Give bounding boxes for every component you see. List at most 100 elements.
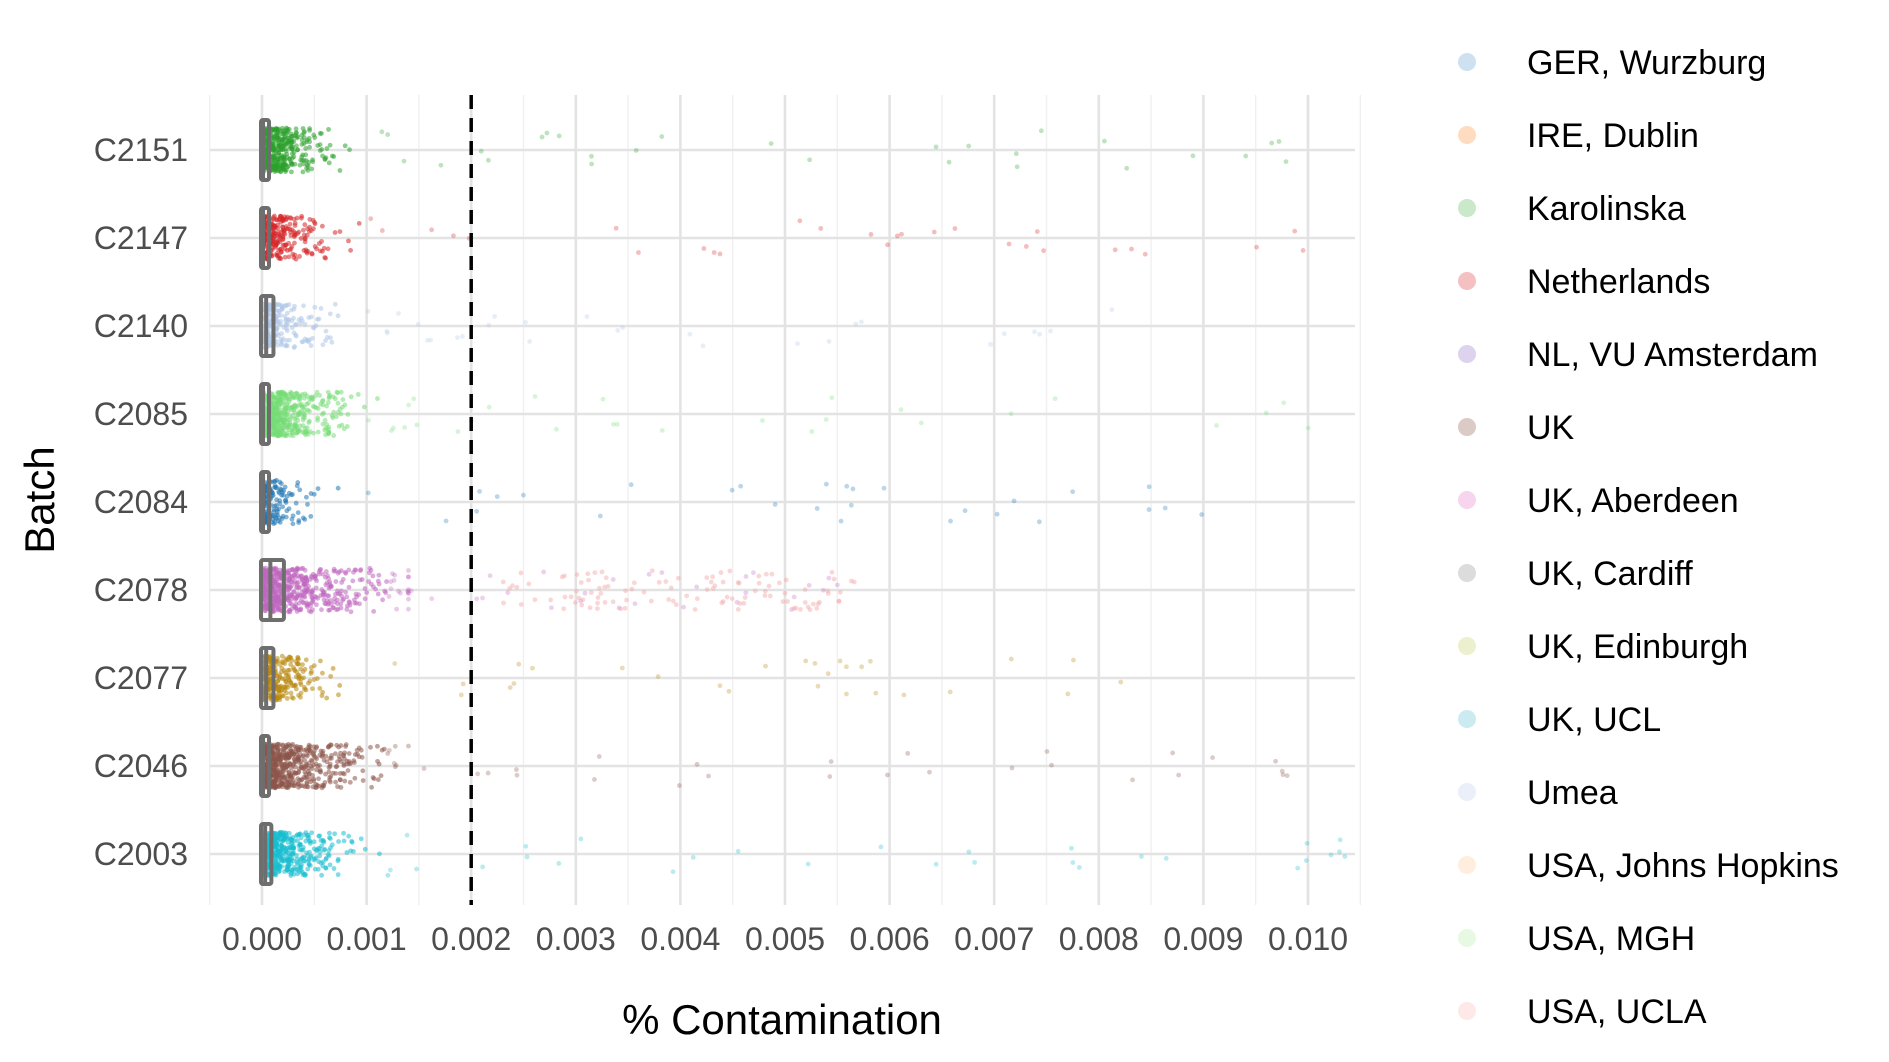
point-C2085 bbox=[295, 428, 301, 434]
point-C2140 bbox=[428, 337, 434, 343]
point-C2078 bbox=[323, 582, 329, 588]
point-C2147 bbox=[297, 254, 302, 259]
point-C2003 bbox=[326, 848, 332, 853]
point-C2151 bbox=[1013, 151, 1019, 157]
point-C2151 bbox=[589, 161, 594, 167]
point-C2085 bbox=[1214, 423, 1219, 428]
point-C2077 bbox=[460, 681, 466, 687]
point-C2084 bbox=[283, 498, 289, 504]
point-C2085 bbox=[306, 420, 312, 425]
point-C2077 bbox=[844, 691, 849, 697]
point-C2077 bbox=[279, 653, 285, 659]
point-C2003 bbox=[341, 838, 347, 844]
y-tick-label: C2085 bbox=[94, 396, 188, 432]
point-C2046 bbox=[392, 743, 398, 749]
point-C2078 bbox=[321, 589, 327, 595]
point-C2046 bbox=[301, 747, 307, 753]
point-C2078 bbox=[308, 609, 314, 615]
point-C2077 bbox=[812, 661, 818, 666]
point-C2140 bbox=[1001, 331, 1007, 337]
legend-label: UK, UCL bbox=[1527, 701, 1661, 739]
point-C2078-ucla bbox=[576, 595, 582, 601]
point-C2151 bbox=[272, 162, 278, 168]
point-C2078 bbox=[298, 606, 304, 612]
point-C2151 bbox=[285, 164, 290, 170]
point-C2078 bbox=[505, 590, 511, 596]
point-C2077 bbox=[320, 689, 326, 695]
point-C2085 bbox=[898, 407, 904, 413]
point-C2077 bbox=[763, 663, 768, 669]
point-C2078-ucla bbox=[704, 587, 710, 593]
point-C2078 bbox=[370, 573, 376, 579]
point-C2003 bbox=[1328, 852, 1334, 858]
point-C2003 bbox=[335, 872, 341, 878]
point-C2140 bbox=[284, 310, 290, 316]
legend-swatch bbox=[1458, 53, 1476, 71]
point-C2078-ucla bbox=[767, 593, 773, 599]
point-C2078 bbox=[632, 601, 638, 607]
point-C2084 bbox=[272, 520, 278, 526]
point-C2140 bbox=[302, 321, 308, 327]
point-C2085 bbox=[333, 414, 339, 419]
point-C2140 bbox=[292, 322, 298, 328]
point-C2084 bbox=[1036, 519, 1042, 525]
point-C2003 bbox=[286, 845, 292, 850]
point-C2085 bbox=[281, 425, 287, 431]
point-C2046 bbox=[706, 773, 711, 779]
point-C2046 bbox=[514, 767, 519, 772]
point-C2077 bbox=[947, 689, 953, 695]
y-tick-label: C2046 bbox=[94, 748, 188, 784]
x-tick-label: 0.010 bbox=[1268, 921, 1348, 957]
point-C2078 bbox=[388, 586, 394, 591]
point-C2078 bbox=[582, 590, 588, 596]
legend-swatch bbox=[1458, 199, 1476, 217]
point-C2147 bbox=[307, 224, 313, 230]
point-C2085 bbox=[614, 421, 620, 427]
point-C2078 bbox=[263, 574, 269, 580]
point-C2078-ucla bbox=[588, 590, 594, 595]
point-C2046 bbox=[317, 768, 323, 774]
point-C2046 bbox=[485, 770, 491, 776]
point-C2151 bbox=[307, 144, 313, 150]
point-C2140 bbox=[1109, 307, 1115, 313]
point-C2078 bbox=[350, 578, 356, 584]
point-C2140 bbox=[795, 341, 800, 347]
point-C2078 bbox=[304, 576, 310, 582]
point-C2077 bbox=[901, 692, 907, 698]
point-C2140 bbox=[859, 319, 864, 325]
point-C2078 bbox=[681, 604, 687, 610]
point-C2003 bbox=[327, 835, 332, 841]
point-C2147 bbox=[636, 250, 641, 255]
legend-label: Karolinska bbox=[1527, 190, 1686, 228]
point-C2151 bbox=[1124, 165, 1130, 171]
point-C2046 bbox=[289, 780, 295, 785]
point-C2003 bbox=[524, 854, 530, 860]
point-C2147 bbox=[346, 238, 351, 244]
point-C2078 bbox=[273, 592, 278, 598]
point-C2078 bbox=[344, 607, 350, 612]
point-C2078-ucla bbox=[727, 568, 733, 574]
point-C2151 bbox=[288, 131, 294, 137]
point-C2085 bbox=[600, 396, 606, 402]
point-C2078-ucla bbox=[782, 590, 788, 596]
point-C2140 bbox=[384, 328, 390, 334]
point-C2140 bbox=[284, 302, 290, 308]
point-C2046 bbox=[1170, 750, 1176, 756]
point-C2085 bbox=[344, 424, 350, 429]
point-C2147 bbox=[899, 231, 904, 237]
point-C2085 bbox=[320, 397, 326, 403]
point-C2140 bbox=[700, 343, 706, 349]
point-C2046 bbox=[337, 777, 343, 783]
point-C2084 bbox=[844, 483, 850, 489]
point-C2147 bbox=[309, 251, 315, 256]
point-C2078 bbox=[357, 577, 363, 583]
point-C2085 bbox=[326, 394, 332, 400]
point-C2140 bbox=[284, 322, 290, 328]
point-C2085 bbox=[366, 417, 371, 423]
point-C2084 bbox=[308, 513, 314, 519]
point-C2077 bbox=[276, 688, 282, 694]
point-C2078 bbox=[397, 590, 403, 596]
point-C2140 bbox=[278, 313, 284, 318]
point-C2077 bbox=[292, 668, 298, 674]
point-C2078-ucla bbox=[622, 605, 628, 611]
